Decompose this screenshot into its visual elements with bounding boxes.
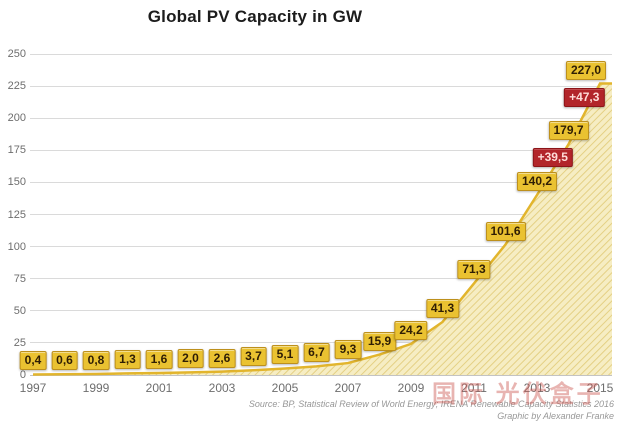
y-tick-label: 150 — [7, 176, 26, 189]
value-label: 15,9 — [362, 331, 397, 351]
x-tick-label: 2011 — [461, 381, 487, 395]
increment-label: +47,3 — [564, 87, 605, 107]
value-label: 41,3 — [425, 298, 460, 318]
x-tick-label: 2005 — [271, 381, 299, 395]
y-tick-label: 250 — [7, 48, 26, 60]
watermark: 国际 光伏盒子 — [432, 381, 604, 408]
value-label: 5,1 — [271, 345, 299, 365]
credit-line: Graphic by Alexander Franke — [497, 410, 614, 421]
gridline — [30, 149, 612, 151]
x-tick-label: 2001 — [145, 381, 173, 395]
value-label: 3,7 — [240, 347, 267, 367]
value-label: 140,2 — [516, 171, 558, 191]
value-label: 9,3 — [334, 340, 362, 360]
x-tick-label: 1999 — [82, 381, 110, 395]
y-tick-label: 175 — [7, 144, 26, 157]
source-line: Source: BP, Statistical Review of World … — [248, 399, 614, 409]
x-tick-label: 2015 — [586, 381, 614, 395]
y-tick-label: 75 — [13, 272, 26, 285]
value-label: 1,3 — [114, 350, 141, 370]
value-label: 0,6 — [51, 351, 78, 371]
y-tick-label: 50 — [13, 304, 26, 317]
value-label: 101,6 — [485, 221, 526, 241]
source-credit: Source: BP, Statistical Review of World … — [249, 399, 614, 422]
gridline — [30, 53, 612, 55]
gridline — [30, 117, 612, 119]
y-tick-label: 125 — [7, 208, 26, 221]
gridline — [30, 85, 612, 87]
increment-label: +39,5 — [532, 148, 573, 168]
value-label: 6,7 — [303, 343, 330, 363]
gridline — [30, 214, 612, 215]
y-tick-label: 0 — [19, 369, 26, 381]
x-tick-label: 1997 — [19, 381, 47, 395]
value-label: 2,6 — [208, 348, 236, 368]
value-label: 227,0 — [565, 60, 607, 80]
x-tick-label: 2003 — [208, 381, 236, 395]
x-tick-label: 2013 — [523, 381, 551, 395]
value-label: 179,7 — [548, 121, 589, 141]
y-tick-label: 25 — [13, 336, 26, 349]
value-label: 2,0 — [177, 349, 204, 369]
y-tick-label: 100 — [7, 240, 26, 253]
chart-title: Global PV Capacity in GW — [147, 7, 363, 26]
y-tick-label: 225 — [7, 80, 26, 93]
value-label: 0,8 — [82, 350, 110, 370]
y-tick-label: 200 — [7, 112, 26, 125]
value-label: 24,2 — [394, 320, 428, 340]
x-tick-label: 2007 — [334, 381, 362, 395]
x-tick-label: 2009 — [397, 381, 425, 395]
value-label: 1,6 — [145, 349, 173, 369]
gridline — [30, 278, 612, 280]
value-label: 0,4 — [19, 351, 47, 371]
gridline — [30, 310, 612, 312]
value-label: 71,3 — [457, 260, 491, 280]
gridline — [30, 246, 612, 248]
